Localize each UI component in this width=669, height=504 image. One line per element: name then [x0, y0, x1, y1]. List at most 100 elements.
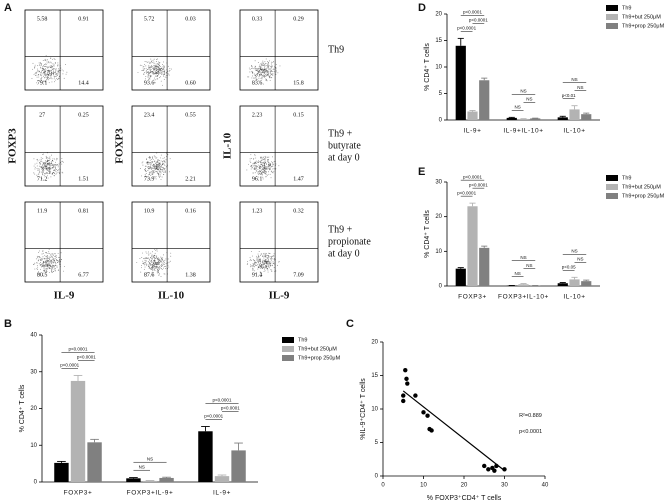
event-dot	[246, 264, 248, 266]
event-dot	[158, 265, 160, 267]
event-dot	[47, 257, 49, 259]
event-dot	[269, 69, 271, 71]
event-dot	[153, 262, 155, 264]
event-dot	[270, 265, 271, 267]
event-dot	[270, 67, 272, 68]
event-dot	[276, 264, 278, 266]
event-dot	[150, 162, 152, 164]
event-dot	[162, 73, 164, 75]
event-dot	[40, 259, 41, 261]
event-dot	[33, 165, 35, 167]
event-dot	[45, 70, 46, 72]
event-dot	[260, 157, 262, 159]
event-dot	[258, 264, 260, 266]
event-dot	[278, 261, 280, 263]
event-dot	[141, 264, 143, 266]
event-dot	[268, 168, 270, 170]
event-dot	[252, 68, 254, 70]
event-dot	[148, 75, 150, 76]
x-tick-label: IL-9+IL-10+	[503, 128, 543, 135]
event-dot	[145, 65, 147, 67]
event-dot	[48, 265, 50, 267]
event-dot	[155, 262, 157, 264]
event-dot	[265, 161, 267, 163]
event-dot	[40, 79, 42, 81]
event-dot	[261, 267, 263, 269]
event-dot	[264, 157, 266, 159]
event-dot	[261, 78, 263, 80]
event-dot	[143, 262, 145, 264]
event-dot	[148, 258, 150, 260]
event-dot	[42, 252, 44, 254]
event-dot	[167, 262, 169, 264]
event-dot	[162, 257, 164, 259]
event-dot	[143, 73, 144, 75]
event-dot	[151, 260, 153, 261]
event-dot	[41, 73, 43, 75]
event-dot	[267, 67, 269, 69]
event-dot	[156, 173, 158, 175]
event-dot	[51, 164, 53, 166]
event-dot	[48, 167, 50, 169]
quadrant-value: 10.9	[144, 208, 155, 214]
event-dot	[154, 249, 156, 250]
event-dot	[250, 168, 252, 170]
event-dot	[53, 58, 55, 60]
event-dot	[160, 169, 162, 170]
event-dot	[164, 69, 166, 71]
event-dot	[256, 166, 258, 168]
event-dot	[146, 252, 148, 254]
y-tick-label: 5	[375, 440, 379, 446]
event-dot	[36, 158, 38, 160]
event-dot	[255, 160, 257, 162]
event-dot	[261, 171, 263, 173]
event-dot	[263, 76, 265, 78]
event-dot	[156, 255, 158, 257]
event-dot	[164, 262, 165, 264]
event-dot	[266, 71, 268, 73]
event-dot	[41, 75, 43, 77]
event-dot	[256, 170, 258, 172]
event-dot	[254, 68, 256, 70]
event-dot	[269, 79, 271, 81]
event-dot	[46, 257, 48, 259]
event-dot	[149, 262, 151, 264]
event-dot	[162, 161, 164, 163]
event-dot	[268, 257, 270, 259]
event-dot	[38, 271, 39, 273]
event-dot	[252, 266, 254, 268]
event-dot	[150, 175, 152, 176]
event-dot	[257, 61, 259, 63]
event-dot	[271, 65, 273, 67]
event-dot	[152, 67, 154, 69]
event-dot	[266, 261, 268, 263]
event-dot	[144, 61, 146, 62]
event-dot	[151, 255, 153, 257]
event-dot	[165, 166, 167, 168]
event-dot	[155, 64, 157, 66]
event-dot	[254, 153, 256, 155]
event-dot	[52, 266, 54, 268]
event-dot	[151, 264, 153, 266]
event-dot	[161, 72, 163, 74]
event-dot	[265, 157, 267, 159]
event-dot	[46, 265, 48, 267]
event-dot	[149, 70, 151, 72]
event-dot	[158, 175, 160, 177]
event-dot	[41, 164, 43, 166]
event-dot	[272, 73, 274, 75]
event-dot	[155, 70, 157, 72]
event-dot	[255, 75, 257, 76]
event-dot	[258, 170, 260, 172]
event-dot	[49, 77, 51, 79]
event-dot	[51, 268, 53, 270]
event-dot	[275, 168, 277, 170]
event-dot	[45, 162, 47, 164]
event-dot	[146, 72, 148, 74]
event-dot	[268, 255, 270, 257]
event-dot	[169, 158, 171, 160]
event-dot	[254, 65, 256, 67]
event-dot	[253, 163, 255, 165]
event-dot	[45, 156, 47, 158]
event-dot	[257, 71, 259, 73]
